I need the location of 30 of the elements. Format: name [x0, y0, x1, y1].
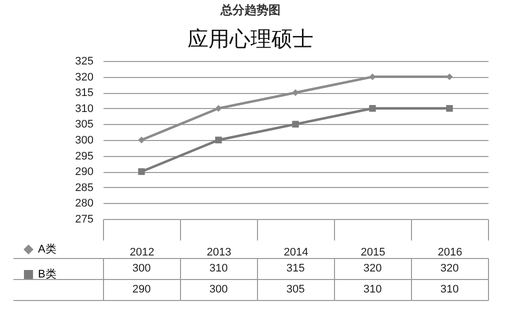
data-label: 310	[363, 284, 382, 296]
data-label: 305	[286, 284, 305, 296]
data-label: 320	[363, 262, 382, 274]
y-tick-label: 285	[75, 182, 94, 194]
chart-title: 总分趋势图	[220, 3, 280, 17]
data-label: 310	[440, 284, 459, 296]
y-tick-label: 325	[75, 56, 94, 68]
x-tick-label: 2015	[360, 246, 386, 258]
data-label: 300	[209, 284, 228, 296]
y-tick-label: 310	[75, 102, 94, 115]
y-tick-label: 275	[75, 214, 94, 226]
y-tick-label: 290	[75, 166, 94, 178]
y-tick-label: 320	[75, 71, 94, 84]
data-label: 320	[440, 262, 459, 274]
data-label: 290	[132, 284, 151, 296]
data-label: 300	[132, 262, 151, 274]
x-tick-label: 2016	[438, 246, 462, 258]
x-tick-label: 2012	[130, 246, 154, 258]
data-label: 315	[286, 262, 305, 274]
y-tick-label: 300	[75, 134, 94, 146]
x-tick-label: 2013	[206, 246, 232, 258]
legend-label: A类	[38, 242, 56, 256]
x-tick-label: 2014	[284, 246, 308, 258]
data-label: 310	[209, 262, 228, 274]
y-tick-label: 280	[75, 198, 94, 210]
legend-label: B类	[38, 268, 56, 280]
y-tick-label: 305	[75, 118, 94, 131]
y-tick-label: 315	[75, 87, 94, 100]
y-tick-label: 295	[75, 150, 94, 162]
chart-subtitle: 应用心理硕士	[188, 27, 314, 51]
